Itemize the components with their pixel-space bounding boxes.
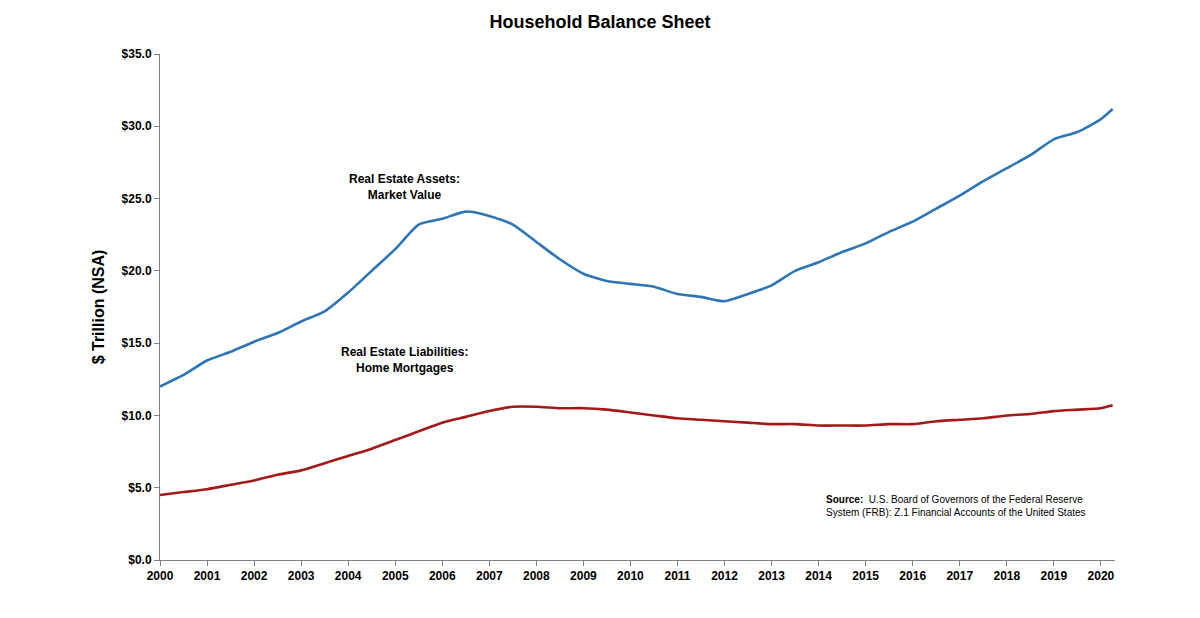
svg-text:2011: 2011 — [664, 569, 690, 583]
svg-text:Real Estate Assets:Market Valu: Real Estate Assets:Market Value — [349, 172, 460, 202]
svg-text:2005: 2005 — [382, 569, 409, 583]
svg-text:2008: 2008 — [523, 569, 550, 583]
svg-text:$30.0: $30.0 — [122, 119, 152, 133]
svg-text:2014: 2014 — [805, 569, 832, 583]
svg-text:2001: 2001 — [194, 569, 221, 583]
svg-text:Source: U.S. Board of Governo: Source: U.S. Board of Governors of the F… — [826, 494, 1086, 518]
svg-text:2020: 2020 — [1088, 569, 1115, 583]
svg-text:Real Estate Liabilities:Home M: Real Estate Liabilities:Home Mortgages — [341, 345, 468, 375]
svg-text:$5.0: $5.0 — [128, 481, 152, 495]
svg-text:2018: 2018 — [993, 569, 1020, 583]
svg-text:2015: 2015 — [852, 569, 879, 583]
svg-text:$35.0: $35.0 — [122, 47, 152, 61]
svg-text:2000: 2000 — [147, 569, 174, 583]
svg-text:2012: 2012 — [711, 569, 738, 583]
svg-text:$15.0: $15.0 — [122, 336, 152, 350]
svg-text:2004: 2004 — [335, 569, 362, 583]
svg-text:2010: 2010 — [617, 569, 644, 583]
svg-text:2019: 2019 — [1040, 569, 1067, 583]
svg-text:2013: 2013 — [758, 569, 785, 583]
svg-text:$20.0: $20.0 — [122, 264, 152, 278]
svg-text:$10.0: $10.0 — [122, 409, 152, 423]
svg-text:$25.0: $25.0 — [122, 192, 152, 206]
svg-text:2009: 2009 — [570, 569, 597, 583]
svg-text:$ Trillion (NSA): $ Trillion (NSA) — [90, 250, 107, 365]
svg-text:2016: 2016 — [899, 569, 926, 583]
svg-text:Household Balance Sheet: Household Balance Sheet — [489, 12, 710, 32]
svg-text:2017: 2017 — [946, 569, 973, 583]
svg-text:2007: 2007 — [476, 569, 503, 583]
svg-text:2002: 2002 — [241, 569, 268, 583]
svg-text:$0.0: $0.0 — [128, 553, 152, 567]
svg-text:2003: 2003 — [288, 569, 315, 583]
svg-text:2006: 2006 — [429, 569, 456, 583]
